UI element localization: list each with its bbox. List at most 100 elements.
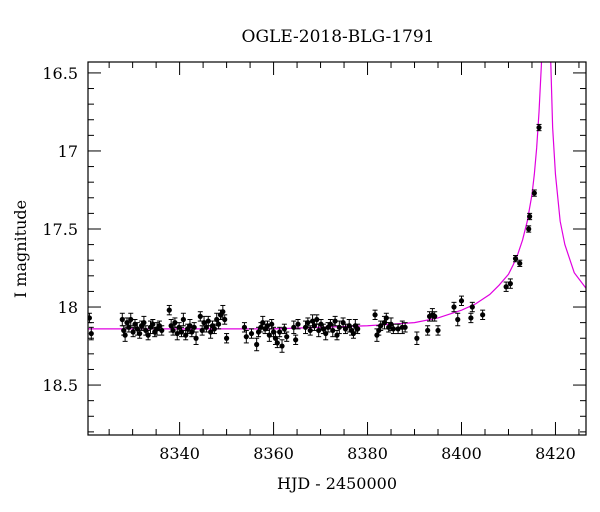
data-point xyxy=(355,323,361,335)
data-point xyxy=(455,312,461,327)
plot-frame xyxy=(87,61,587,436)
data-point xyxy=(254,337,260,352)
data-point xyxy=(332,315,338,327)
point-marker xyxy=(383,315,389,321)
data-point xyxy=(507,278,513,289)
data-point xyxy=(284,331,290,342)
point-marker xyxy=(517,260,523,266)
data-point xyxy=(222,314,228,325)
point-marker xyxy=(455,316,461,323)
x-tick-label: 8360 xyxy=(253,444,294,463)
point-marker xyxy=(295,321,301,327)
y-tick-label: 18.5 xyxy=(42,376,78,395)
point-marker xyxy=(254,341,260,348)
data-point xyxy=(425,325,431,336)
point-marker xyxy=(330,327,336,334)
point-marker xyxy=(243,334,249,340)
point-marker xyxy=(88,315,93,321)
data-point xyxy=(342,323,349,335)
y-tick-label: 17 xyxy=(58,142,78,161)
point-marker xyxy=(277,329,283,335)
x-axis-label: HJD - 2450000 xyxy=(277,474,397,493)
point-marker xyxy=(314,316,320,323)
data-point xyxy=(468,312,474,324)
data-point xyxy=(128,312,134,327)
point-marker xyxy=(372,312,378,318)
data-point xyxy=(378,320,384,331)
data-point xyxy=(531,189,537,197)
data-point xyxy=(166,304,172,316)
data-point xyxy=(178,326,185,338)
data-point xyxy=(435,325,441,336)
point-marker xyxy=(180,316,186,323)
point-marker xyxy=(451,304,457,310)
data-point xyxy=(390,323,396,335)
point-marker xyxy=(469,304,475,310)
model-curve xyxy=(88,62,586,330)
point-marker xyxy=(284,334,290,340)
data-point xyxy=(159,325,165,336)
point-marker xyxy=(122,332,128,338)
data-point xyxy=(197,311,203,322)
data-point xyxy=(291,320,297,335)
point-marker xyxy=(305,320,311,326)
data-point xyxy=(512,255,519,263)
chart-title: OGLE-2018-BLG-1791 xyxy=(242,27,435,47)
data-point xyxy=(402,322,408,333)
point-marker xyxy=(291,324,297,330)
point-marker xyxy=(216,321,222,327)
data-point xyxy=(243,329,249,344)
point-marker xyxy=(395,326,401,332)
point-marker xyxy=(264,323,271,329)
data-point xyxy=(314,314,320,325)
point-marker xyxy=(526,226,532,232)
point-marker xyxy=(390,326,396,332)
point-marker xyxy=(402,324,408,330)
point-marker xyxy=(432,313,438,319)
data-point xyxy=(536,123,542,132)
data-point xyxy=(395,323,401,335)
data-point xyxy=(451,301,457,313)
point-marker xyxy=(342,326,349,332)
point-marker xyxy=(166,307,172,313)
point-marker xyxy=(172,320,178,326)
point-marker xyxy=(274,340,280,346)
data-point xyxy=(414,331,420,345)
data-point xyxy=(432,311,438,322)
x-tick-label: 8340 xyxy=(159,444,200,463)
point-marker xyxy=(141,320,147,326)
point-marker xyxy=(170,327,176,334)
point-marker xyxy=(193,335,199,341)
data-point xyxy=(88,326,94,341)
point-marker xyxy=(137,330,143,337)
data-point xyxy=(330,323,336,338)
data-point xyxy=(279,339,285,353)
data-point xyxy=(383,312,389,324)
point-marker xyxy=(507,281,513,287)
point-marker xyxy=(248,330,255,337)
data-point xyxy=(191,322,197,333)
data-point xyxy=(277,326,283,338)
y-axis-label: I magnitude xyxy=(11,200,30,298)
point-marker xyxy=(241,324,248,330)
point-marker xyxy=(332,318,338,324)
point-marker xyxy=(222,316,228,323)
point-marker xyxy=(458,298,465,304)
data-point xyxy=(281,323,287,335)
point-marker xyxy=(293,337,299,343)
point-marker xyxy=(211,326,217,332)
data-point xyxy=(372,309,378,321)
x-tick-label: 8380 xyxy=(347,444,388,463)
data-point xyxy=(293,334,299,345)
x-tick-label: 8420 xyxy=(535,444,576,463)
point-marker xyxy=(205,318,211,324)
data-point xyxy=(426,311,433,322)
point-marker xyxy=(88,330,94,337)
point-marker xyxy=(307,327,313,334)
data-point xyxy=(527,212,533,221)
point-marker xyxy=(414,335,420,341)
data-point xyxy=(469,301,475,313)
point-marker xyxy=(266,332,272,338)
data-point xyxy=(480,309,486,321)
data-point xyxy=(503,281,509,292)
